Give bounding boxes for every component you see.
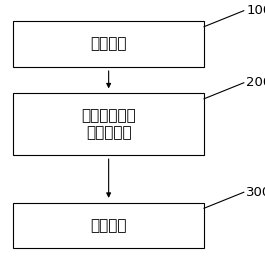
Bar [13,21,204,67]
Text: 200: 200 [246,76,265,89]
Bar [13,203,204,248]
Text: 产生振动: 产生振动 [90,218,127,233]
Text: 产生模拟胎心
的控制信号: 产生模拟胎心 的控制信号 [81,108,136,140]
Bar [13,93,204,155]
Text: 300: 300 [246,186,265,199]
Text: 100: 100 [246,4,265,17]
Text: 加载参数: 加载参数 [90,37,127,52]
